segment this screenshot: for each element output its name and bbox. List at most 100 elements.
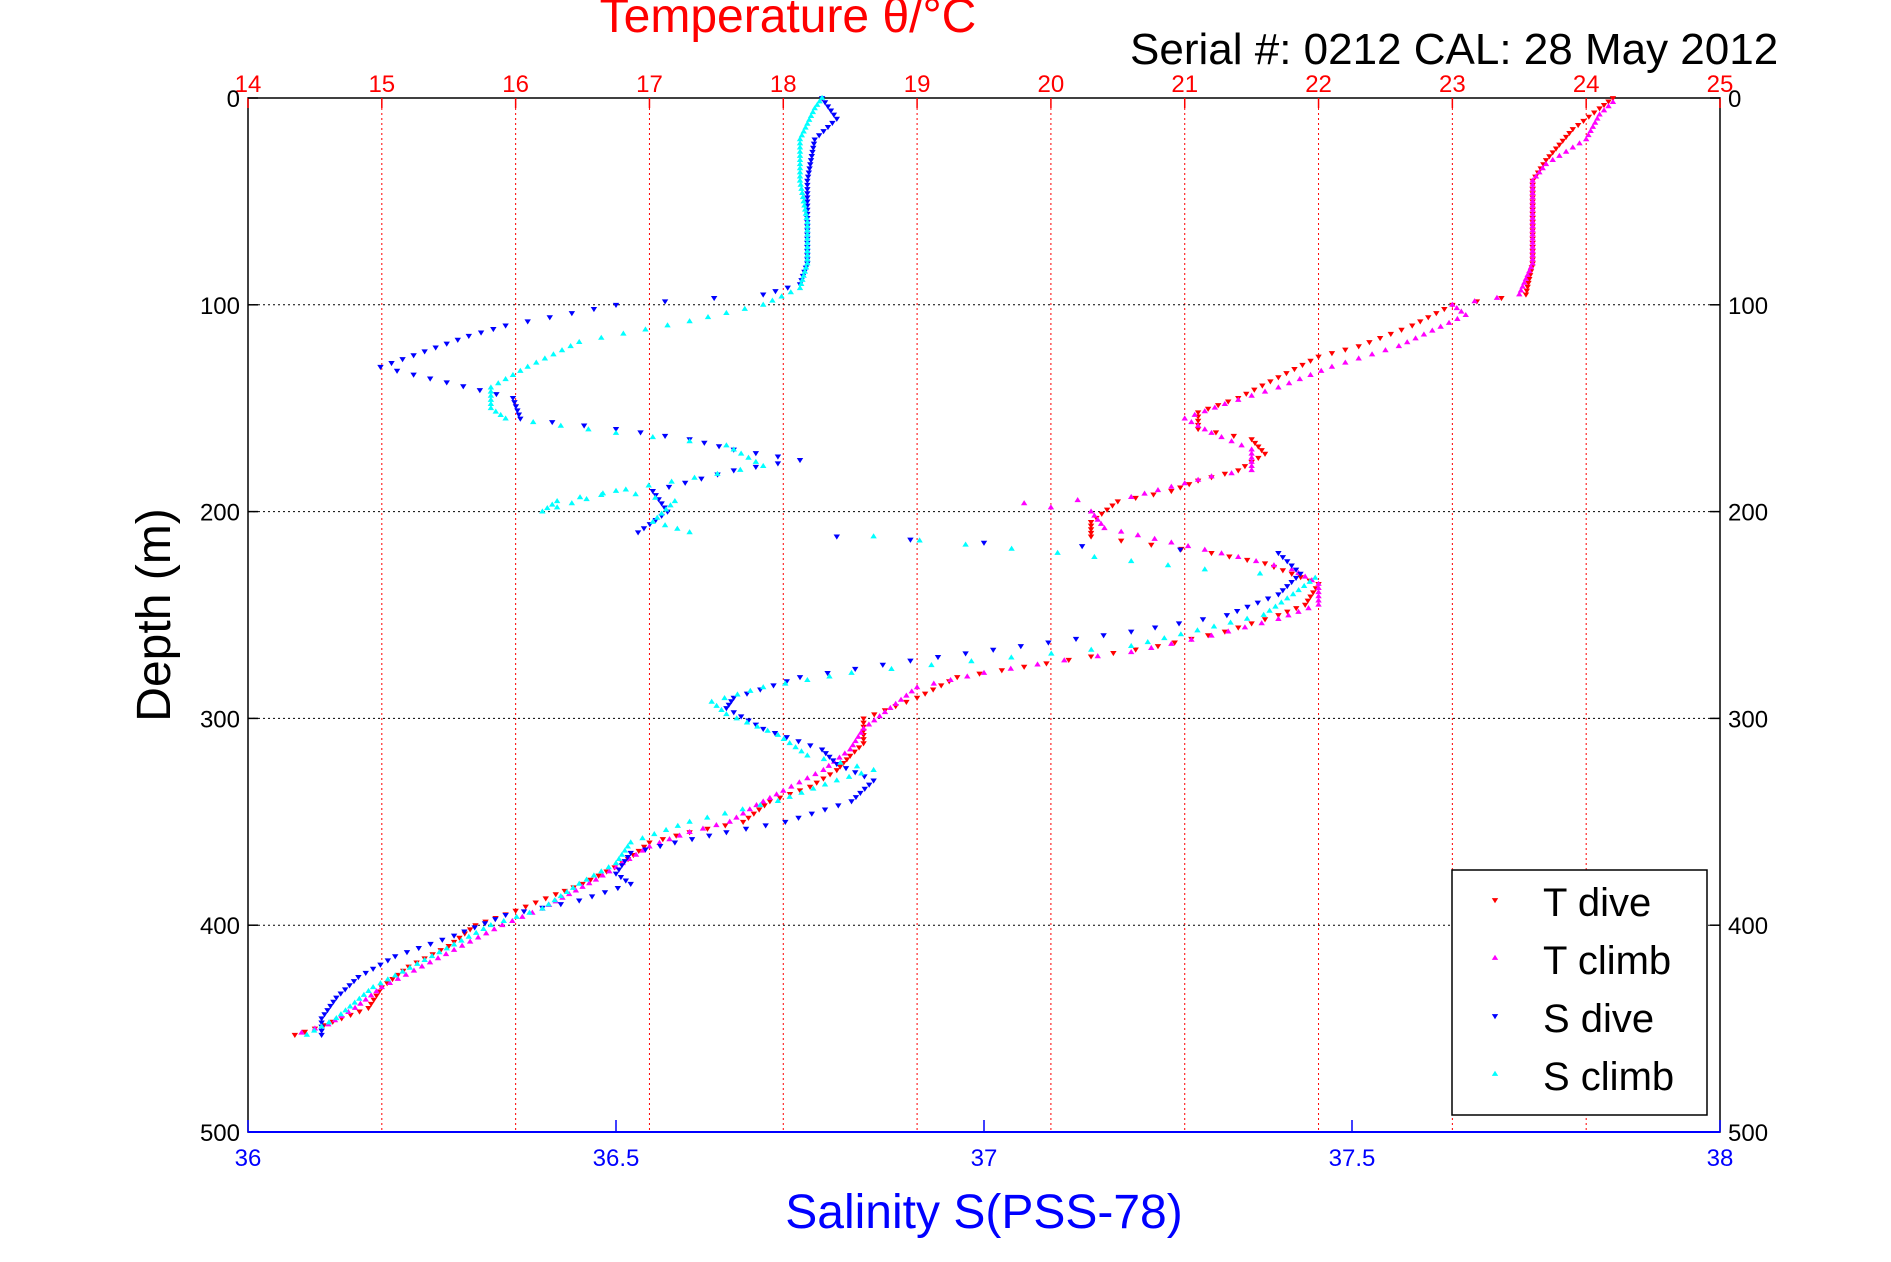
- data-point: [588, 894, 596, 900]
- data-point: [760, 798, 767, 804]
- data-point: [666, 836, 673, 842]
- data-point: [1256, 570, 1264, 576]
- data-point: [1580, 118, 1587, 124]
- data-point: [824, 670, 831, 677]
- data-point: [1368, 351, 1376, 357]
- data-point: [1087, 527, 1095, 533]
- data-point: [1315, 593, 1322, 599]
- data-point: [848, 669, 855, 675]
- data-point: [1175, 621, 1183, 627]
- data-point: [377, 980, 384, 986]
- data-point: [599, 490, 607, 496]
- top-tick-label: 24: [1573, 71, 1600, 98]
- data-point: [804, 231, 811, 237]
- data-point: [502, 323, 509, 329]
- data-point: [743, 719, 751, 725]
- data-point: [1201, 566, 1208, 572]
- data-point: [1556, 142, 1563, 148]
- data-point: [796, 160, 804, 167]
- y-tick-label-right: 200: [1728, 500, 1768, 527]
- data-point: [1529, 243, 1536, 249]
- data-point: [347, 1012, 354, 1019]
- data-point: [1493, 294, 1501, 300]
- data-point: [357, 1000, 364, 1006]
- data-point: [1342, 359, 1349, 365]
- data-point: [1270, 562, 1278, 568]
- data-point: [427, 941, 434, 948]
- data-point: [378, 984, 386, 990]
- data-point: [1454, 315, 1461, 321]
- y-axis-label: Depth (m): [128, 508, 181, 721]
- y-tick-label-left: 300: [200, 706, 240, 733]
- data-point: [1191, 411, 1198, 417]
- data-point: [1295, 586, 1302, 593]
- data-point: [665, 484, 673, 490]
- data-point: [1562, 134, 1570, 140]
- data-point: [1117, 528, 1125, 534]
- data-point: [1087, 654, 1095, 660]
- data-point: [1091, 553, 1098, 560]
- data-point: [1585, 132, 1592, 138]
- data-point: [1020, 500, 1028, 506]
- data-point: [576, 880, 583, 886]
- data-point: [487, 396, 495, 402]
- data-point: [830, 112, 838, 118]
- data-point: [1600, 107, 1608, 113]
- data-point: [646, 840, 653, 846]
- data-points: [291, 94, 1617, 1039]
- data-point: [1542, 160, 1550, 167]
- data-point: [937, 683, 945, 689]
- data-point: [1328, 363, 1336, 369]
- data-point: [968, 658, 975, 664]
- data-point: [1519, 283, 1526, 289]
- data-point: [881, 708, 889, 715]
- data-point: [466, 938, 474, 944]
- data-point: [345, 1008, 352, 1014]
- data-point: [1248, 446, 1255, 452]
- data-point: [1529, 251, 1536, 258]
- data-point: [1300, 582, 1308, 588]
- data-point: [801, 206, 809, 212]
- data-point: [587, 877, 594, 883]
- data-point: [1255, 455, 1262, 462]
- data-point: [820, 776, 827, 782]
- data-point: [833, 777, 840, 783]
- data-point: [642, 847, 649, 853]
- data-point: [1529, 260, 1536, 266]
- data-point: [549, 501, 556, 507]
- data-point: [796, 136, 804, 142]
- data-point: [820, 129, 827, 135]
- data-point: [1591, 119, 1599, 125]
- legend-marker: [1491, 1014, 1499, 1020]
- data-point: [567, 342, 574, 349]
- data-point: [526, 909, 533, 915]
- data-point: [1264, 596, 1272, 602]
- data-point: [1529, 198, 1536, 204]
- data-point: [783, 735, 790, 741]
- data-point: [1261, 388, 1269, 394]
- data-point: [1181, 480, 1188, 486]
- data-point: [755, 807, 763, 813]
- data-point: [807, 162, 814, 168]
- data-point: [439, 937, 446, 943]
- x-axis-label: Salinity S(PSS-78): [785, 1186, 1182, 1239]
- data-point: [384, 958, 392, 964]
- data-point: [614, 886, 622, 892]
- data-point: [1225, 628, 1232, 634]
- data-point: [1114, 499, 1122, 505]
- data-point: [1235, 396, 1242, 402]
- data-point: [460, 384, 467, 390]
- data-point: [360, 991, 368, 997]
- data-point: [318, 1023, 325, 1029]
- data-point: [1529, 194, 1536, 200]
- data-point: [804, 239, 811, 245]
- data-point: [640, 526, 648, 532]
- data-point: [552, 892, 559, 898]
- serial-cal-subtitle: Serial #: 0212 CAL: 28 May 2012: [1130, 25, 1778, 74]
- data-point: [551, 897, 558, 903]
- data-point: [804, 223, 811, 229]
- data-point: [1258, 620, 1265, 626]
- data-point: [627, 839, 634, 845]
- data-point: [1087, 534, 1095, 540]
- data-point: [852, 795, 860, 801]
